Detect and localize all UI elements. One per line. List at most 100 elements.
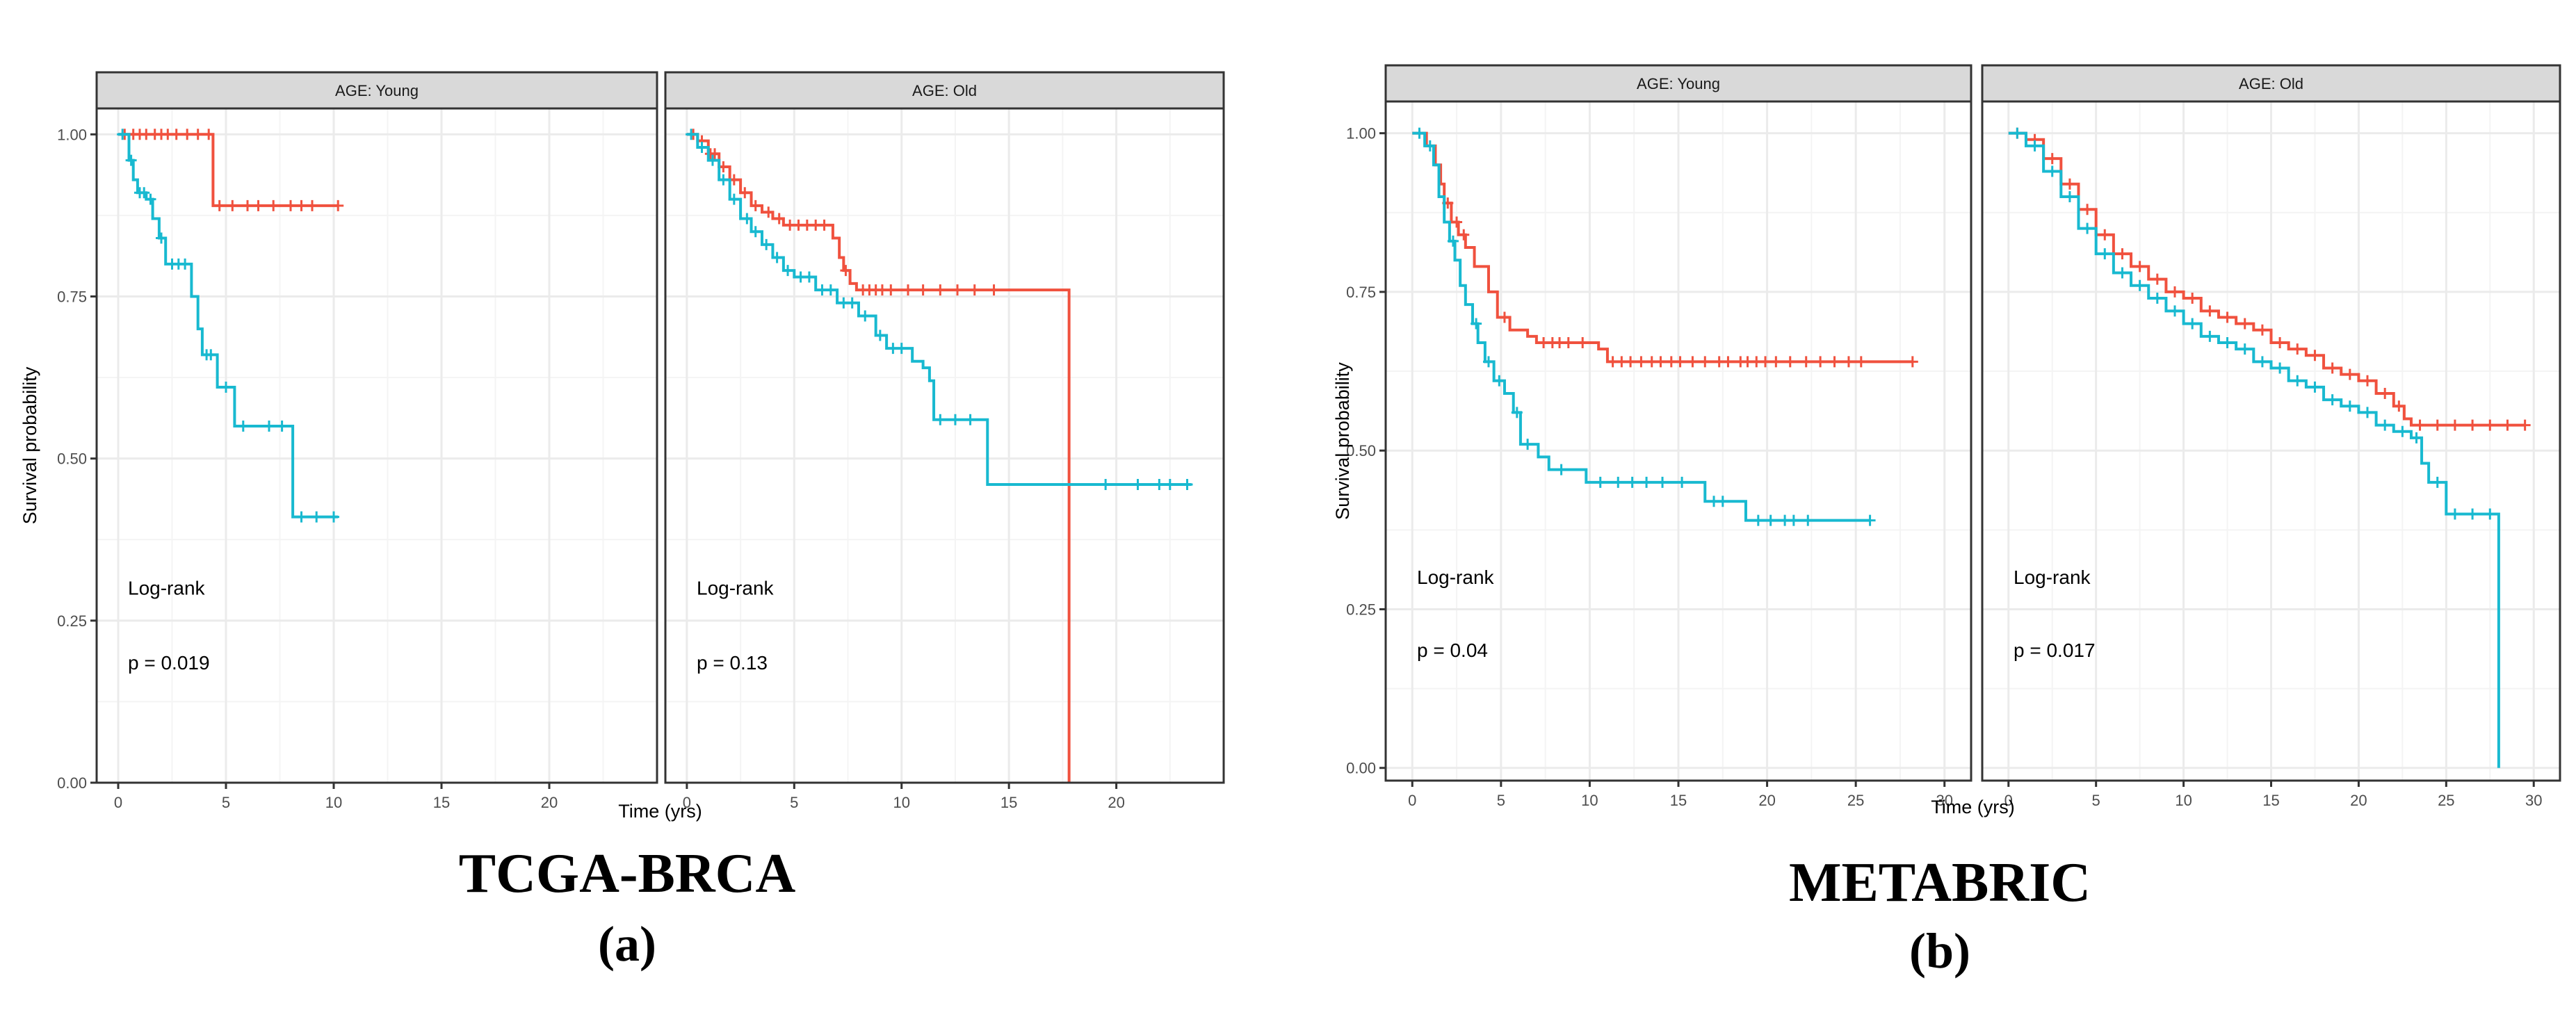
x-tick-label: 5 xyxy=(222,794,230,811)
x-tick-label: 0 xyxy=(114,794,122,811)
y-tick-label: 0.00 xyxy=(1346,760,1376,777)
censor-mark-cyan xyxy=(264,421,275,432)
censor-mark-cyan xyxy=(1447,235,1459,247)
censor-mark-red xyxy=(917,284,929,296)
censor-mark-red xyxy=(818,219,830,231)
censor-mark-red xyxy=(2099,229,2111,241)
censor-mark-cyan xyxy=(2169,305,2180,317)
censor-mark-red xyxy=(307,199,318,211)
censor-mark-cyan xyxy=(718,174,729,186)
censor-mark-red xyxy=(2082,204,2093,215)
censor-mark-red xyxy=(332,199,344,211)
censor-mark-red xyxy=(2169,286,2180,298)
censor-mark-cyan xyxy=(741,213,753,225)
censor-mark-cyan xyxy=(1522,439,1534,450)
y-tick-label: 0.25 xyxy=(57,612,87,630)
facet-strip xyxy=(1384,64,1972,103)
censor-mark-red xyxy=(2256,324,2268,336)
censor-mark-cyan xyxy=(825,284,836,296)
x-tick-label: 5 xyxy=(790,794,798,811)
censor-mark-cyan xyxy=(1153,478,1165,490)
censor-mark-red xyxy=(2187,293,2198,304)
censor-mark-cyan xyxy=(2326,394,2338,406)
x-tick-label: 20 xyxy=(2350,792,2367,809)
x-tick-label: 5 xyxy=(2092,792,2100,809)
censor-mark-cyan xyxy=(2379,419,2391,431)
figure-caption: TCGA-BRCA xyxy=(459,843,796,904)
logrank-label: Log-rank xyxy=(697,578,775,599)
x-tick-label: 10 xyxy=(893,794,909,811)
censor-mark-cyan xyxy=(2411,432,2422,443)
censor-mark-red xyxy=(1855,356,1867,368)
censor-mark-cyan xyxy=(2467,508,2479,520)
censor-mark-red xyxy=(1829,356,1840,368)
y-tick-label: 0.75 xyxy=(57,288,87,305)
censor-mark-cyan xyxy=(2082,222,2093,234)
censor-mark-red xyxy=(1722,356,1734,368)
censor-mark-cyan xyxy=(117,129,129,140)
censor-mark-cyan xyxy=(1626,476,1638,488)
censor-mark-red xyxy=(268,199,280,211)
censor-mark-red xyxy=(1577,336,1589,348)
censor-mark-cyan xyxy=(2239,343,2251,355)
censor-mark-red xyxy=(934,284,946,296)
censor-mark-cyan xyxy=(1511,407,1523,418)
censor-mark-cyan xyxy=(2344,400,2356,412)
censor-mark-cyan xyxy=(1555,464,1567,475)
censor-mark-red xyxy=(2292,343,2303,355)
censor-mark-cyan xyxy=(964,414,976,425)
censor-mark-cyan xyxy=(1482,356,1494,368)
censor-mark-cyan xyxy=(2134,279,2146,291)
censor-mark-cyan xyxy=(125,154,137,166)
censor-mark-red xyxy=(2362,375,2373,386)
survival-curve-red xyxy=(1412,131,1913,364)
censor-mark-red xyxy=(2134,261,2146,272)
censor-mark-cyan xyxy=(782,265,794,277)
censor-mark-red xyxy=(1906,356,1918,368)
censor-mark-cyan xyxy=(2221,336,2233,348)
p-value-label: p = 0.019 xyxy=(128,652,210,674)
censor-mark-red xyxy=(1784,356,1796,368)
censor-mark-cyan xyxy=(874,329,886,341)
censor-mark-red xyxy=(1458,229,1470,241)
censor-mark-red xyxy=(1625,356,1637,368)
x-tick-label: 0 xyxy=(2004,792,2013,809)
censor-mark-cyan xyxy=(771,252,783,263)
censor-mark-red xyxy=(1655,356,1667,368)
x-tick-label: 0 xyxy=(1408,792,1416,809)
censor-mark-red xyxy=(1770,356,1782,368)
censor-mark-red xyxy=(2431,419,2443,431)
censor-mark-red xyxy=(2344,368,2356,380)
censor-mark-cyan xyxy=(1802,514,1814,526)
censor-mark-red xyxy=(2467,419,2479,431)
censor-mark-red xyxy=(1699,356,1711,368)
x-tick-label: 10 xyxy=(325,794,342,811)
x-tick-label: 10 xyxy=(1581,792,1598,809)
censor-mark-red xyxy=(285,199,296,211)
y-tick-label: 0.75 xyxy=(1346,284,1376,301)
facet-strip-label: AGE: Old xyxy=(912,82,977,99)
survival-curve-cyan xyxy=(2008,131,2500,768)
censor-mark-red xyxy=(1451,216,1463,228)
facet-panel: AGE: Young Log-rank p = 0.04 0 5 10 15 20 25 30 0.… xyxy=(1346,64,1972,809)
censor-mark-cyan xyxy=(138,187,150,199)
y-axis-title: Survival probability xyxy=(1332,362,1353,520)
x-tick-label: 30 xyxy=(2525,792,2542,809)
censor-mark-cyan xyxy=(1641,476,1653,488)
censor-mark-cyan xyxy=(145,193,156,205)
censor-mark-cyan xyxy=(803,271,815,283)
censor-mark-cyan xyxy=(2011,127,2023,139)
censor-mark-cyan xyxy=(934,414,946,425)
censor-mark-red xyxy=(2449,419,2461,431)
censor-mark-cyan xyxy=(2256,356,2268,368)
censor-mark-cyan xyxy=(896,343,907,355)
censor-mark-red xyxy=(2151,273,2163,285)
censor-mark-cyan xyxy=(1100,478,1112,490)
x-axis-title: Time (yrs) xyxy=(1931,797,2014,817)
censor-mark-cyan xyxy=(2187,318,2198,329)
censor-mark-cyan xyxy=(205,349,217,361)
x-tick-label: 25 xyxy=(1847,792,1864,809)
censor-mark-cyan xyxy=(1413,127,1425,139)
censor-mark-cyan xyxy=(2431,476,2443,488)
